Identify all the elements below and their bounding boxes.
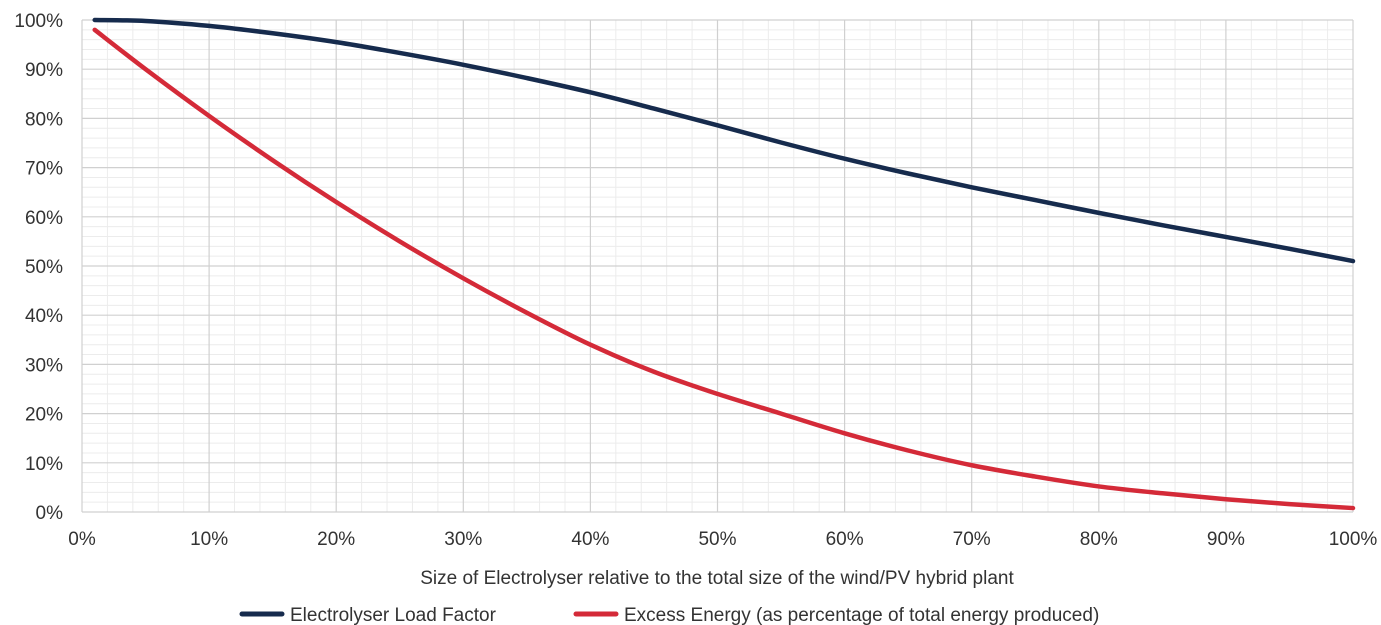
y-tick-label: 10% xyxy=(25,454,63,475)
x-axis-title: Size of Electrolyser relative to the tot… xyxy=(420,568,1014,589)
y-tick-label: 20% xyxy=(25,405,63,426)
legend-label-2: Excess Energy (as percentage of total en… xyxy=(624,605,1099,625)
x-tick-label: 70% xyxy=(953,529,991,550)
x-tick-label: 50% xyxy=(698,529,736,550)
y-tick-label: 70% xyxy=(25,159,63,180)
major-gridlines xyxy=(81,19,1354,513)
series-line-2 xyxy=(92,27,1356,511)
x-tick-label: 40% xyxy=(571,529,609,550)
legend-label-1: Electrolyser Load Factor xyxy=(290,605,497,625)
y-tick-label: 90% xyxy=(25,60,63,81)
legend: Electrolyser Load Factor Excess Energy (a… xyxy=(239,605,1099,625)
x-tick-label: 20% xyxy=(317,529,355,550)
x-tick-label: 0% xyxy=(68,529,96,550)
x-tick-label: 80% xyxy=(1080,529,1118,550)
y-tick-label: 40% xyxy=(25,306,63,327)
series-lines xyxy=(92,17,1356,511)
x-tick-label: 10% xyxy=(190,529,228,550)
x-tick-label: 60% xyxy=(826,529,864,550)
x-tick-label: 90% xyxy=(1207,529,1245,550)
y-tick-label: 50% xyxy=(25,257,63,278)
y-axis-tick-labels: 0% 10% 20% 30% 40% 50% 60% 70% 80% 90% 100% xyxy=(14,11,63,524)
x-tick-label: 100% xyxy=(1329,529,1378,550)
x-tick-label: 30% xyxy=(444,529,482,550)
y-tick-label: 80% xyxy=(25,109,63,130)
y-tick-label: 100% xyxy=(14,11,63,32)
y-tick-label: 30% xyxy=(25,355,63,376)
y-tick-label: 60% xyxy=(25,208,63,229)
y-tick-label: 0% xyxy=(36,503,64,524)
x-axis-tick-labels: 0% 10% 20% 30% 40% 50% 60% 70% 80% 90% 100% xyxy=(68,529,1377,550)
series-line-1 xyxy=(92,17,1356,264)
